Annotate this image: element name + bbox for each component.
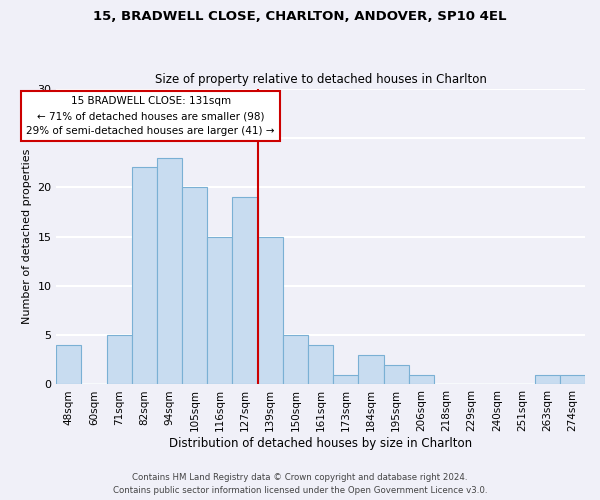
- Bar: [56, 345, 82, 385]
- Bar: [232, 197, 257, 384]
- Bar: [132, 168, 157, 384]
- Bar: [107, 335, 132, 384]
- Bar: [560, 374, 585, 384]
- Bar: [257, 236, 283, 384]
- Text: 15, BRADWELL CLOSE, CHARLTON, ANDOVER, SP10 4EL: 15, BRADWELL CLOSE, CHARLTON, ANDOVER, S…: [93, 10, 507, 23]
- Bar: [409, 374, 434, 384]
- X-axis label: Distribution of detached houses by size in Charlton: Distribution of detached houses by size …: [169, 437, 472, 450]
- Bar: [207, 236, 232, 384]
- Bar: [308, 345, 333, 385]
- Bar: [333, 374, 358, 384]
- Bar: [383, 364, 409, 384]
- Bar: [157, 158, 182, 384]
- Bar: [283, 335, 308, 384]
- Title: Size of property relative to detached houses in Charlton: Size of property relative to detached ho…: [155, 73, 487, 86]
- Bar: [535, 374, 560, 384]
- Bar: [358, 355, 383, 384]
- Text: Contains HM Land Registry data © Crown copyright and database right 2024.
Contai: Contains HM Land Registry data © Crown c…: [113, 474, 487, 495]
- Bar: [182, 187, 207, 384]
- Text: 15 BRADWELL CLOSE: 131sqm
← 71% of detached houses are smaller (98)
29% of semi-: 15 BRADWELL CLOSE: 131sqm ← 71% of detac…: [26, 96, 275, 136]
- Y-axis label: Number of detached properties: Number of detached properties: [22, 149, 32, 324]
